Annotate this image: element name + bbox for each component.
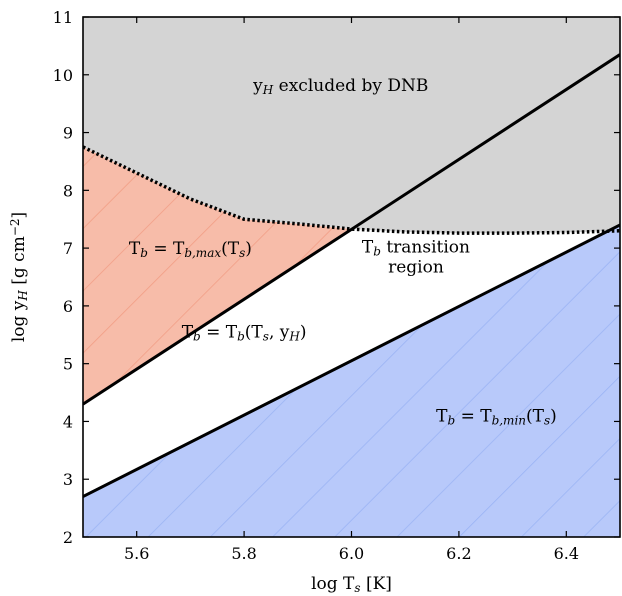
y-tick-label: 3 — [63, 470, 73, 489]
y-tick-label: 9 — [63, 124, 73, 143]
y-tick-label: 4 — [63, 412, 73, 431]
x-tick-label: 5.6 — [124, 544, 149, 563]
y-tick-label: 2 — [63, 528, 73, 547]
label-transition-line1: Tb​ transition — [362, 238, 470, 259]
region-excluded — [83, 17, 620, 234]
x-tick-label: 6.0 — [339, 544, 364, 563]
label-transition-line2: region — [388, 258, 444, 278]
upper-boundary-line — [83, 53, 620, 406]
y-tick-label: 7 — [63, 239, 73, 258]
label-tbmax: Tb​ = Tb,max​(Ts​) — [129, 239, 252, 260]
x-tick-label: 5.8 — [231, 544, 256, 563]
label-excluded: yH​ excluded by DNB — [252, 76, 428, 97]
lower-boundary-line — [83, 223, 620, 498]
label-tbmin: Tb​ = Tb,min​(Ts​) — [436, 406, 557, 427]
region-tbmax-hatch — [83, 147, 353, 405]
x-axis-label: log Ts​ [K] — [311, 574, 392, 595]
region-tbmin-hatch — [83, 225, 620, 537]
y-tick-label: 5 — [63, 355, 73, 374]
y-axis-label: log yH​ [g cm−2​] — [8, 212, 30, 342]
y-tick-label: 8 — [63, 181, 73, 200]
y-tick-label: 10 — [53, 66, 73, 85]
x-tick-label: 6.4 — [554, 544, 579, 563]
x-tick-label: 6.2 — [446, 544, 471, 563]
y-tick-label: 6 — [63, 297, 73, 316]
label-middle: Tb​ = Tb​(Ts​, yH​) — [182, 323, 307, 344]
y-tick-label: 11 — [53, 8, 73, 27]
